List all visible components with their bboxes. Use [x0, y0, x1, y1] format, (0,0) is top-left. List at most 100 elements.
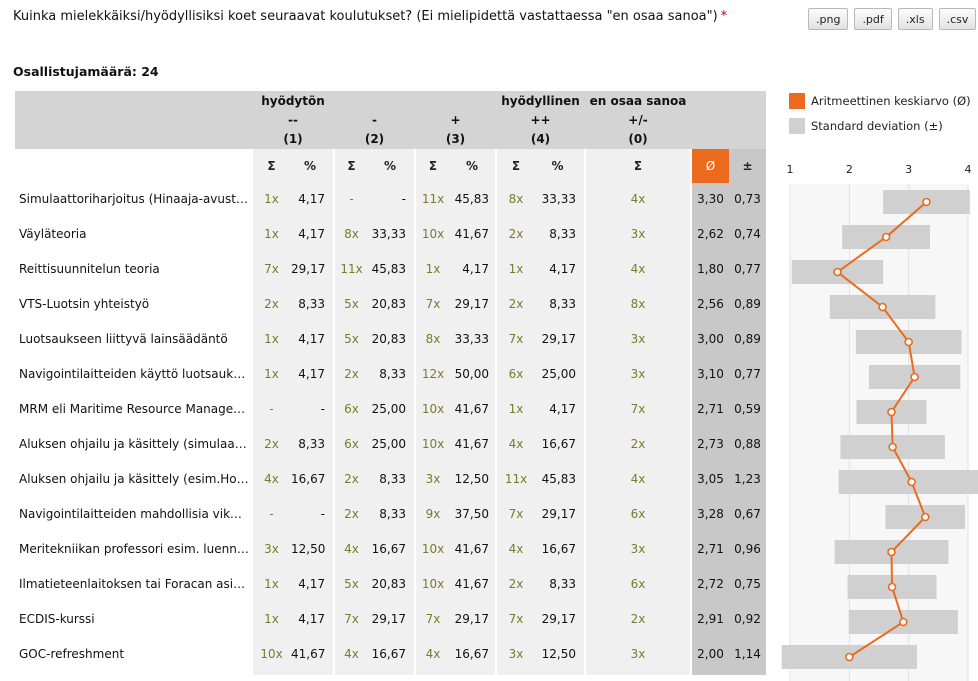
percent-cell: 33,33	[454, 332, 489, 346]
percent-cell: 29,17	[454, 297, 489, 311]
count-cell: 1x	[264, 332, 279, 346]
subheader-sum: Σ	[347, 159, 356, 173]
mean-cell: 2,56	[697, 297, 724, 311]
count-cell: 4x	[508, 542, 524, 556]
count-cell: 10x	[421, 437, 445, 451]
row-label: GOC-refreshment	[19, 647, 125, 661]
count-cell: 1x	[264, 577, 279, 591]
count-cell: 5x	[344, 577, 359, 591]
row-label: ECDIS-kurssi	[19, 612, 95, 626]
legend-sd: Standard deviation (±)	[789, 118, 971, 134]
column-header-mid: +/-	[628, 113, 648, 127]
sd-cell: 0,59	[734, 402, 761, 416]
percent-cell: 16,67	[371, 542, 406, 556]
count-cell: 11x	[504, 472, 528, 486]
percent-cell: 25,00	[541, 367, 576, 381]
row-label: Reittisuunnitelun teoria	[19, 262, 160, 276]
count-cell: 6x	[344, 437, 359, 451]
mean-point	[910, 372, 919, 382]
sd-cell: 0,92	[734, 612, 761, 626]
percent-cell: 25,00	[371, 437, 406, 451]
count-cell: 4x	[630, 262, 646, 276]
export-csv-button[interactable]: .csv	[938, 8, 977, 30]
export-xls-button[interactable]: .xls	[897, 8, 933, 30]
mean-cell: 2,72	[697, 577, 724, 591]
sd-cell: 0,74	[734, 227, 761, 241]
percent-cell: 4,17	[549, 402, 576, 416]
count-cell: 10x	[421, 227, 445, 241]
mean-point	[845, 652, 854, 662]
column-header-mid: +	[450, 113, 461, 127]
percent-cell: 12,50	[291, 542, 326, 556]
export-png-button[interactable]: .png	[808, 8, 849, 30]
percent-cell: 4,17	[462, 262, 489, 276]
count-cell: 2x	[508, 227, 524, 241]
count-cell: 4x	[630, 192, 646, 206]
count-cell: 3x	[630, 227, 646, 241]
percent-cell: 25,00	[371, 402, 406, 416]
percent-cell: 29,17	[291, 262, 326, 276]
subheader-pct: %	[383, 159, 397, 173]
x-tick-label: 2	[846, 163, 853, 176]
row-label: MRM eli Maritime Resource Management	[19, 402, 249, 416]
count-cell: 2x	[630, 612, 646, 626]
column-bg-3	[497, 149, 584, 675]
count-cell: 7x	[264, 262, 279, 276]
legend-mean: Aritmeettinen keskiarvo (Ø)	[789, 93, 971, 109]
column-bg-mean	[692, 149, 766, 675]
mean-point	[904, 337, 913, 347]
sd-cell: 0,88	[734, 437, 761, 451]
column-header-num: (2)	[364, 132, 385, 146]
percent-cell: 37,50	[454, 507, 489, 521]
percent-cell: 33,33	[371, 227, 406, 241]
subheader-sd: ±	[742, 159, 753, 173]
column-header-num: (3)	[445, 132, 466, 146]
x-tick-label: 1	[787, 163, 794, 176]
count-cell: 8x	[425, 332, 441, 346]
column-header-mid: ++	[530, 113, 551, 127]
row-label: Simulaattoriharjoitus (Hinaaja-avustus)	[19, 192, 249, 206]
percent-cell: 8,33	[549, 577, 576, 591]
x-tick-label: 4	[965, 163, 972, 176]
count-cell: 2x	[344, 367, 359, 381]
mean-point	[887, 547, 896, 557]
count-cell: 2x	[630, 437, 646, 451]
column-header-1: - (2)	[325, 92, 424, 149]
percent-cell: 8,33	[379, 472, 406, 486]
mean-cell: 3,30	[697, 192, 724, 206]
count-cell: 9x	[425, 507, 441, 521]
column-header-mid: --	[288, 113, 298, 127]
chart-legend: Aritmeettinen keskiarvo (Ø) Standard dev…	[789, 93, 971, 143]
percent-cell: -	[401, 192, 406, 206]
percent-cell: 16,67	[371, 647, 406, 661]
count-cell: 10x	[421, 402, 445, 416]
count-cell: 7x	[344, 612, 359, 626]
mean-cell: 2,62	[697, 227, 724, 241]
mean-cell: 2,71	[697, 402, 724, 416]
header-band	[15, 91, 766, 149]
percent-cell: 8,33	[549, 227, 576, 241]
percent-cell: 33,33	[541, 192, 576, 206]
export-pdf-button[interactable]: .pdf	[854, 8, 892, 30]
sd-cell: 0,77	[734, 367, 761, 381]
count-cell: 12x	[421, 367, 445, 381]
mean-cell: 3,10	[697, 367, 724, 381]
percent-cell: 8,33	[379, 507, 406, 521]
percent-cell: 29,17	[541, 507, 576, 521]
percent-cell: -	[320, 507, 325, 521]
count-cell: 3x	[425, 472, 441, 486]
percent-cell: 41,67	[291, 647, 326, 661]
count-cell: 3x	[630, 367, 646, 381]
percent-cell: 29,17	[541, 612, 576, 626]
mean-sd-chart: 1 2 3 4	[781, 163, 978, 681]
mean-cell: 3,00	[697, 332, 724, 346]
sd-cell: 0,75	[734, 577, 761, 591]
subheader-pct: %	[465, 159, 479, 173]
column-header-2: + (3)	[406, 92, 505, 149]
count-cell: 10x	[421, 577, 445, 591]
count-cell: 7x	[425, 612, 441, 626]
legend-sd-swatch	[789, 118, 805, 134]
count-cell: 3x	[630, 332, 646, 346]
subheader-pct: %	[303, 159, 317, 173]
sd-cell: 0,73	[734, 192, 761, 206]
